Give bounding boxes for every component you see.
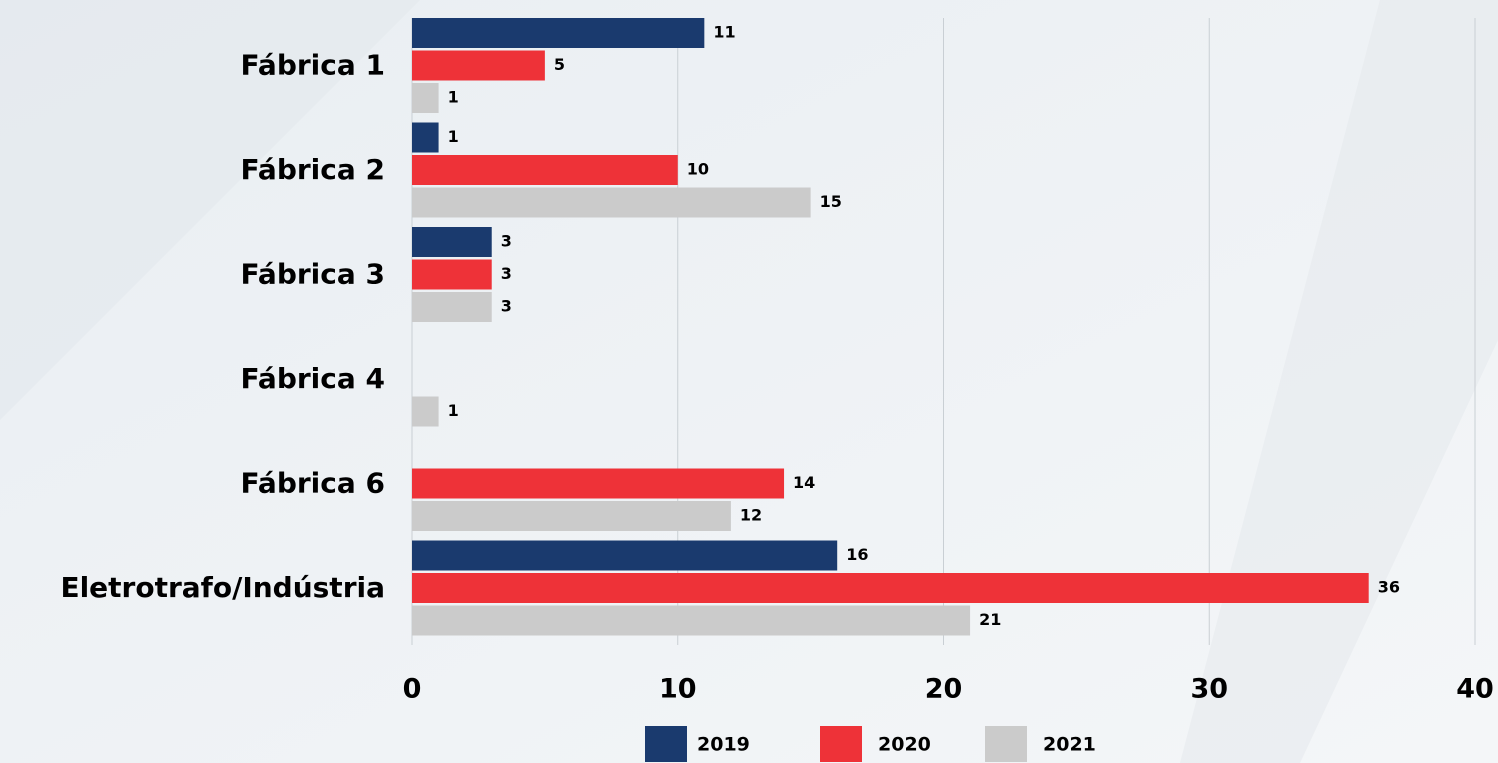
value-label: 15: [820, 192, 842, 211]
value-label: 12: [740, 506, 762, 525]
legend-label: 2020: [878, 734, 931, 756]
legend-swatch: [820, 726, 862, 762]
value-label: 14: [793, 473, 815, 492]
value-label: 5: [554, 55, 565, 74]
bar: [412, 155, 678, 185]
value-label: 1: [448, 127, 459, 146]
value-label: 11: [713, 23, 735, 42]
bar: [412, 292, 492, 322]
category-label: Fábrica 6: [240, 466, 385, 499]
bar: [412, 573, 1369, 603]
x-tick-label: 10: [659, 674, 697, 705]
bar: [412, 50, 545, 81]
value-label: 10: [687, 160, 709, 179]
legend-swatch: [985, 726, 1027, 762]
value-label: 3: [501, 264, 512, 283]
category-label: Fábrica 3: [240, 257, 385, 290]
value-label: 16: [846, 545, 868, 564]
value-label: 1: [448, 88, 459, 107]
category-label: Fábrica 2: [240, 153, 385, 186]
value-label: 21: [979, 610, 1001, 629]
category-label: Eletrotrafo/Indústria: [60, 571, 385, 604]
bar: [412, 259, 492, 290]
value-label: 36: [1378, 578, 1400, 597]
bar: [412, 396, 439, 427]
background-shape: [0, 0, 420, 420]
bar: [412, 227, 492, 257]
category-label: Fábrica 4: [240, 362, 385, 395]
x-tick-label: 20: [925, 674, 963, 705]
value-label: 3: [501, 297, 512, 316]
category-label: Fábrica 1: [240, 48, 385, 81]
bar: [412, 83, 439, 113]
bar: [412, 540, 838, 571]
bar: [412, 122, 439, 153]
bar: [412, 501, 731, 531]
x-tick-label: 0: [403, 674, 422, 705]
bar: [412, 18, 705, 48]
value-label: 3: [501, 232, 512, 251]
legend-swatch: [645, 726, 687, 762]
legend-label: 2021: [1043, 734, 1096, 756]
x-tick-label: 40: [1456, 674, 1494, 705]
bar: [412, 187, 811, 218]
background-shape: [1180, 0, 1498, 763]
legend-label: 2019: [697, 734, 750, 756]
bar: [412, 605, 971, 636]
x-tick-label: 30: [1190, 674, 1228, 705]
value-label: 1: [448, 401, 459, 420]
bar: [412, 468, 785, 499]
